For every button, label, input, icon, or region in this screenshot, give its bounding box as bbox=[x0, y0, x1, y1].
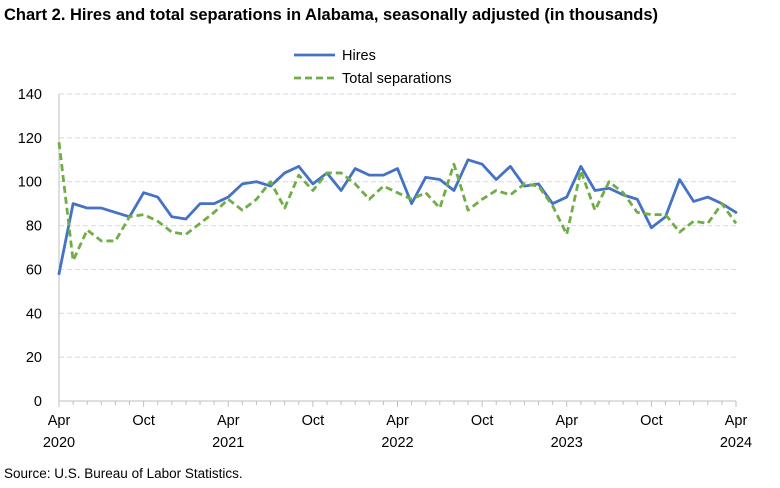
y-tick-label: 140 bbox=[18, 87, 42, 103]
x-tick-label-month: Apr bbox=[725, 413, 748, 429]
x-tick-label-month: Oct bbox=[640, 413, 663, 429]
y-tick-label: 80 bbox=[26, 219, 42, 235]
x-tick-label-month: Apr bbox=[48, 413, 71, 429]
x-tick-label-month: Apr bbox=[386, 413, 409, 429]
x-tick-label-year: 2022 bbox=[381, 435, 413, 451]
source-note: Source: U.S. Bureau of Labor Statistics. bbox=[4, 466, 243, 481]
y-tick-label: 0 bbox=[34, 394, 42, 410]
x-tick-label-year: 2021 bbox=[212, 435, 244, 451]
legend-label: Hires bbox=[342, 48, 376, 64]
x-tick-label-year: 2024 bbox=[720, 435, 752, 451]
legend-label: Total separations bbox=[342, 71, 452, 87]
x-tick-label-month: Oct bbox=[132, 413, 155, 429]
axes bbox=[58, 94, 737, 407]
chart-title: Chart 2. Hires and total separations in … bbox=[4, 6, 659, 24]
y-tick-label: 120 bbox=[18, 131, 42, 147]
y-tick-label: 60 bbox=[26, 262, 42, 278]
y-tick-label: 20 bbox=[26, 350, 42, 366]
x-tick-label-year: 2023 bbox=[551, 435, 583, 451]
y-tick-label: 100 bbox=[18, 175, 42, 191]
gridlines bbox=[59, 93, 736, 358]
series-line-total-separations bbox=[57, 142, 738, 263]
y-tick-labels: 0 20 40 60 80 100 120 140 bbox=[18, 87, 42, 410]
series-line-hires bbox=[57, 158, 738, 276]
y-tick-label: 40 bbox=[26, 306, 42, 322]
x-tick-label-month: Apr bbox=[555, 413, 578, 429]
x-tick-label-year: 2020 bbox=[43, 435, 75, 451]
series-lines bbox=[57, 142, 738, 276]
x-tick-label-month: Oct bbox=[302, 413, 325, 429]
x-tick-label-month: Oct bbox=[471, 413, 494, 429]
x-tick-labels: Apr 2020 Oct Apr 2021 Oct Apr 2022 Oct Apr 2023 Oct… bbox=[43, 413, 752, 451]
legend: Hires Total separations bbox=[294, 48, 452, 87]
x-tick-label-month: Apr bbox=[217, 413, 240, 429]
